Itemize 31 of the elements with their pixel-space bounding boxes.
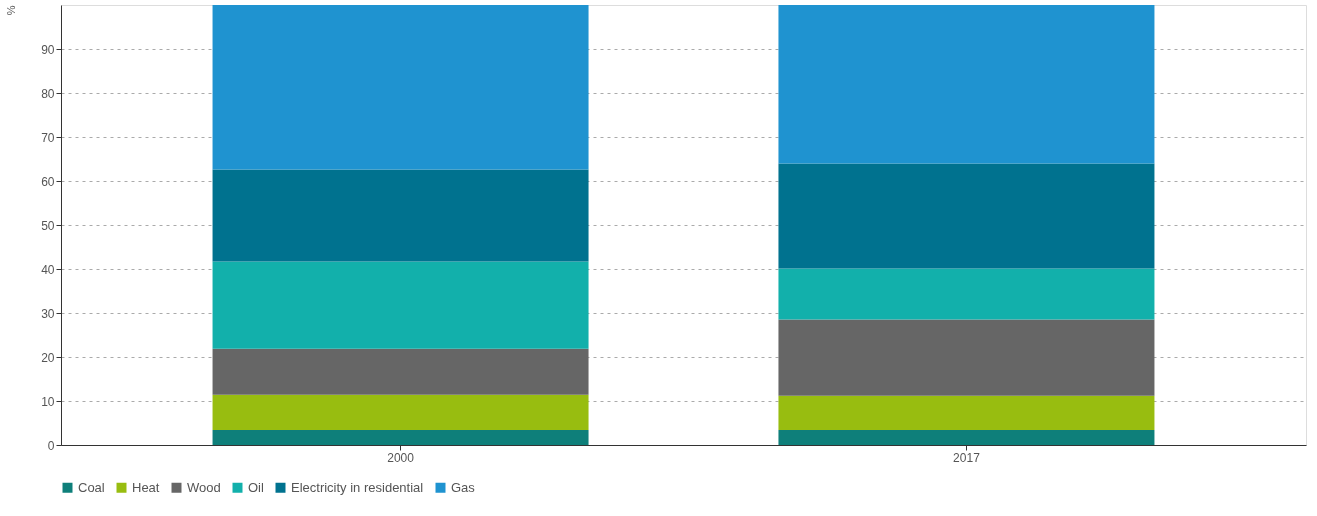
bar bbox=[212, 5, 589, 170]
y-tick-label: 20 bbox=[41, 350, 55, 365]
bar bbox=[778, 268, 1155, 320]
bar bbox=[212, 394, 589, 431]
legend-label: Heat bbox=[132, 479, 160, 495]
bar bbox=[778, 163, 1155, 269]
bar bbox=[212, 169, 589, 262]
bar bbox=[778, 5, 1155, 164]
y-tick-label: 50 bbox=[41, 218, 55, 233]
y-tick-label: 30 bbox=[41, 306, 55, 321]
bar bbox=[212, 430, 589, 445]
bar bbox=[212, 261, 589, 349]
y-tick-label: 40 bbox=[41, 262, 55, 277]
bar bbox=[778, 395, 1155, 431]
x-tick-label: 2017 bbox=[953, 450, 981, 465]
x-tick-label: 2000 bbox=[387, 450, 415, 465]
bar bbox=[778, 430, 1155, 445]
y-tick-label: 0 bbox=[47, 438, 55, 453]
legend-label: Wood bbox=[187, 479, 221, 495]
bar bbox=[778, 319, 1155, 396]
bar bbox=[212, 348, 589, 395]
y-tick-label: 60 bbox=[41, 174, 55, 189]
legend-label: Electricity in residential bbox=[291, 479, 424, 495]
legend-label: Oil bbox=[248, 479, 264, 495]
y-tick-label: 10 bbox=[41, 394, 55, 409]
y-axis-title: % bbox=[4, 5, 17, 16]
y-tick-label: 90 bbox=[41, 42, 55, 57]
legend-label: Gas bbox=[451, 479, 476, 495]
y-tick-label: 70 bbox=[41, 130, 55, 145]
legend-label: Coal bbox=[78, 479, 105, 495]
y-tick-label: 80 bbox=[41, 86, 55, 101]
